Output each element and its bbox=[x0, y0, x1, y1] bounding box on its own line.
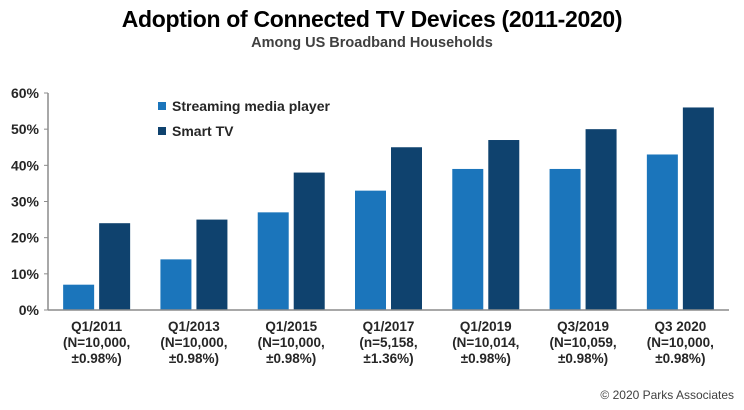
bar-streaming-media-player bbox=[160, 259, 192, 310]
x-tick-label: Q1/2017 (n=5,158, ±1.36%) bbox=[359, 319, 417, 366]
legend-label: Smart TV bbox=[172, 123, 234, 139]
bar-streaming-media-player bbox=[63, 284, 95, 310]
bar-smart-tv bbox=[585, 129, 617, 310]
legend-label: Streaming media player bbox=[172, 98, 331, 114]
x-tick-label: Q1/2019 (N=10,014, ±0.98%) bbox=[452, 319, 519, 366]
bars bbox=[63, 107, 714, 310]
x-tick-label: Q3 2020 (N=10,000, ±0.98%) bbox=[647, 319, 714, 366]
bar-smart-tv bbox=[391, 147, 422, 310]
y-tick-label: 40% bbox=[11, 157, 40, 173]
chart-title: Adoption of Connected TV Devices (2011-2… bbox=[121, 6, 623, 32]
x-tick-label: Q1/2011 (N=10,000, ±0.98%) bbox=[63, 319, 130, 366]
bar-smart-tv bbox=[196, 219, 228, 310]
bar-streaming-media-player bbox=[355, 190, 386, 310]
y-tick-label: 10% bbox=[11, 266, 40, 282]
y-tick-label: 0% bbox=[19, 302, 40, 318]
y-tick-label: 60% bbox=[11, 85, 40, 101]
x-tick-label: Q3/2019 (N=10,059, ±0.98%) bbox=[549, 319, 616, 366]
x-axis: Q1/2011 (N=10,000, ±0.98%) Q1/2013 (N=10,000… bbox=[48, 309, 729, 366]
x-tick-label: Q1/2013 (N=10,000, ±0.98%) bbox=[160, 319, 227, 366]
legend-swatch bbox=[158, 102, 166, 110]
legend: Streaming media player Smart TV bbox=[158, 98, 331, 139]
x-tick-label: Q1/2015 (N=10,000, ±0.98%) bbox=[258, 319, 325, 366]
bar-streaming-media-player bbox=[452, 168, 484, 310]
bar-smart-tv bbox=[99, 223, 131, 310]
bar-smart-tv bbox=[293, 172, 325, 310]
bar-streaming-media-player bbox=[646, 154, 678, 310]
bar-smart-tv bbox=[682, 107, 714, 310]
y-axis: 0% 10% 20% 30% 40% 50% 60% bbox=[11, 85, 49, 318]
chart-subtitle: Among US Broadband Households bbox=[251, 35, 493, 51]
bar-streaming-media-player bbox=[257, 212, 289, 310]
bar-streaming-media-player bbox=[549, 168, 581, 310]
y-tick-label: 20% bbox=[11, 230, 40, 246]
y-tick-label: 50% bbox=[11, 121, 40, 137]
bar-smart-tv bbox=[488, 140, 520, 310]
y-tick-label: 30% bbox=[11, 194, 40, 210]
copyright-credit: © 2020 Parks Associates bbox=[600, 388, 734, 402]
legend-swatch bbox=[158, 127, 166, 135]
